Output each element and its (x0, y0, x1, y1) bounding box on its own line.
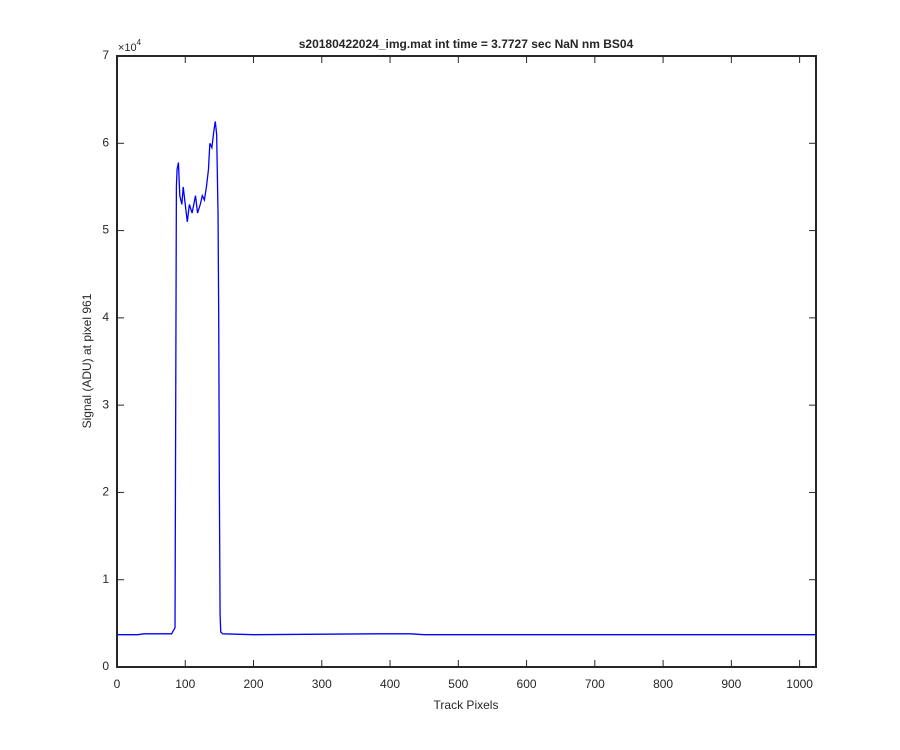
y-axis-label: Signal (ADU) at pixel 961 (80, 293, 94, 428)
y-tick-label: 0 (102, 659, 109, 673)
x-tick-label: 500 (448, 677, 468, 691)
x-tick-label: 600 (517, 677, 537, 691)
y-tick-label: 4 (102, 310, 109, 324)
data-line (117, 121, 816, 636)
x-tick-label: 800 (653, 677, 673, 691)
y-exponent: ×104 (118, 38, 142, 54)
x-tick-label: 900 (721, 677, 741, 691)
y-exponent-base: ×10 (118, 42, 137, 54)
y-tick-label: 1 (102, 572, 109, 586)
plot-frame (116, 55, 817, 668)
chart-title: s20180422024_img.mat int time = 3.7727 s… (299, 37, 634, 51)
x-tick-label: 200 (244, 677, 264, 691)
x-tick-label: 100 (175, 677, 195, 691)
x-tick-label: 300 (312, 677, 332, 691)
x-tick-label: 400 (380, 677, 400, 691)
x-axis-label: Track Pixels (434, 698, 499, 712)
x-tick-label: 1000 (786, 677, 813, 691)
y-tick-label: 6 (102, 135, 109, 149)
y-tick-label: 5 (102, 223, 109, 237)
y-tick-label: 3 (102, 397, 109, 411)
y-tick-label: 7 (102, 48, 109, 62)
x-tick-label: 700 (585, 677, 605, 691)
y-exponent-power: 4 (137, 38, 142, 47)
x-tick-label: 0 (114, 677, 121, 691)
y-tick-label: 2 (102, 485, 109, 499)
